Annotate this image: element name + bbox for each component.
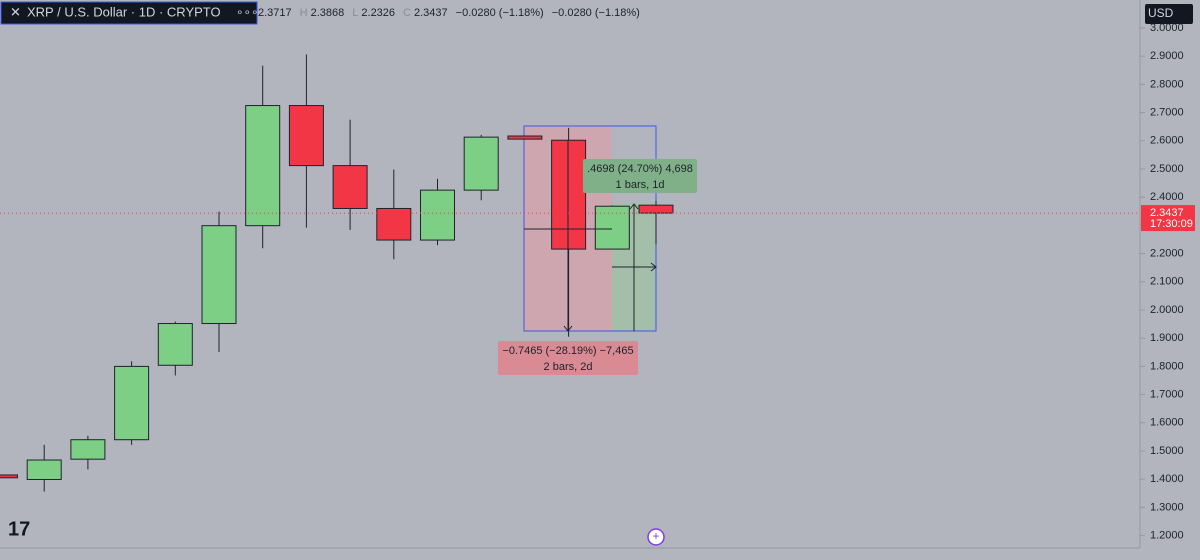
add-button[interactable] xyxy=(647,528,665,546)
y-tick-label: 2.0000 xyxy=(1150,304,1184,316)
collapse-icon[interactable]: ✕ xyxy=(10,4,21,19)
legend-value: −0.0280 (−1.18%) xyxy=(456,7,544,19)
currency[interactable]: USD xyxy=(1148,6,1174,20)
bars-arrow-head xyxy=(650,262,657,272)
legend-key: C xyxy=(403,7,411,19)
legend-value: −0.0280 (−1.18%) xyxy=(552,7,640,19)
candle-body xyxy=(0,474,18,479)
y-tick-label: 1.9000 xyxy=(1150,332,1184,344)
logo[interactable]: 17 xyxy=(8,518,30,540)
candle-body xyxy=(201,225,237,325)
y-tick-label: 1.6000 xyxy=(1150,417,1184,429)
candle-body xyxy=(376,207,412,241)
candle-body xyxy=(114,365,150,441)
candle-body xyxy=(420,189,455,241)
add-icon[interactable]: + xyxy=(652,529,659,543)
candle-body xyxy=(332,165,368,209)
y-tick-label: 3.0000 xyxy=(1150,22,1184,34)
candle-body xyxy=(288,105,324,167)
y-tick-label: 2.6000 xyxy=(1150,135,1184,147)
fall-arrow-head xyxy=(563,325,573,332)
candle-body xyxy=(463,136,499,191)
candle-body xyxy=(245,105,281,227)
legend-value: 2.3868 xyxy=(311,7,345,19)
rise-label-box xyxy=(583,159,697,193)
price-tag-countdown: 17:30:09 xyxy=(1150,218,1193,230)
legend-value: 2.3437 xyxy=(414,7,448,19)
more-button[interactable]: ∘∘∘ xyxy=(236,5,259,19)
y-tick-label: 2.1000 xyxy=(1150,276,1184,288)
fall-label: −0.7465 (−28.19%) −7,465 xyxy=(502,345,633,357)
candle-body xyxy=(26,459,62,480)
currency-button[interactable] xyxy=(1145,4,1193,24)
y-tick-label: 2.7000 xyxy=(1150,107,1184,119)
candle-body xyxy=(638,204,674,214)
rise-label: .4698 (24.70%) 4,698 xyxy=(587,163,693,175)
y-tick-label: 2.4000 xyxy=(1150,191,1184,203)
fall-label-box xyxy=(498,341,638,375)
y-tick-label: 2.5000 xyxy=(1150,163,1184,175)
symbol-box[interactable] xyxy=(0,1,258,25)
candle-body xyxy=(507,135,543,140)
fall-bars: 2 bars, 2d xyxy=(544,361,593,373)
price-tag xyxy=(1141,205,1195,232)
y-tick-label: 2.8000 xyxy=(1150,78,1184,90)
legend-value: 2.2326 xyxy=(361,7,395,19)
rise-bars: 1 bars, 1d xyxy=(616,179,665,191)
y-tick-label: 1.3000 xyxy=(1150,501,1184,513)
legend-key: H xyxy=(300,7,308,19)
y-tick-label: 1.4000 xyxy=(1150,473,1184,485)
candle-body xyxy=(551,139,587,250)
y-tick-label: 1.7000 xyxy=(1150,389,1184,401)
candle-body xyxy=(70,439,106,460)
y-tick-label: 2.2000 xyxy=(1150,248,1184,260)
price-tag-value: 2.3437 xyxy=(1150,207,1184,219)
candle-body xyxy=(157,323,193,366)
y-tick-label: 1.2000 xyxy=(1150,529,1184,541)
y-tick-label: 1.8000 xyxy=(1150,360,1184,372)
legend-value: 2.3717 xyxy=(258,7,292,19)
legend-key: L xyxy=(352,7,358,19)
y-tick-label: 1.5000 xyxy=(1150,445,1184,457)
rise-arrow-head xyxy=(629,203,639,210)
symbol-title[interactable]: XRP / U.S. Dollar · 1D · CRYPTO xyxy=(27,4,221,19)
y-tick-label: 2.9000 xyxy=(1150,50,1184,62)
